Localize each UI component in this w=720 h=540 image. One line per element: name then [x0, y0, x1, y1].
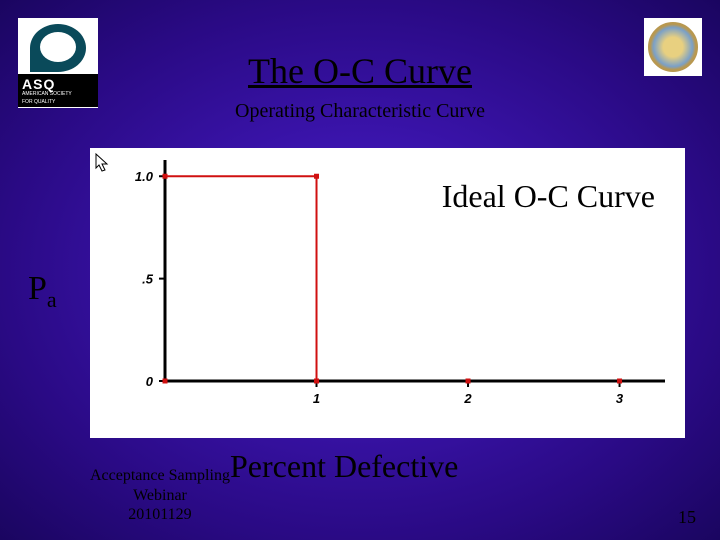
x-axis-label: Percent Defective — [230, 448, 458, 485]
svg-text:0: 0 — [146, 374, 154, 389]
slide-footer: Acceptance Sampling Webinar 20101129 — [90, 466, 230, 524]
chart-title: Ideal O-C Curve — [442, 178, 655, 215]
slide-number: 15 — [678, 507, 696, 528]
svg-text:.5: .5 — [142, 272, 154, 287]
footer-line-1: Acceptance Sampling — [90, 466, 230, 485]
svg-text:2: 2 — [463, 391, 472, 406]
svg-text:3: 3 — [616, 391, 624, 406]
svg-text:1: 1 — [313, 391, 320, 406]
y-axis-label: Pa — [28, 270, 57, 313]
y-axis-label-sub: a — [47, 287, 57, 312]
footer-line-2: Webinar — [90, 486, 230, 505]
footer-line-3: 20101129 — [90, 505, 230, 524]
svg-text:1.0: 1.0 — [135, 169, 154, 184]
y-axis-label-main: P — [28, 270, 47, 307]
slide-title: The O-C Curve — [0, 50, 720, 92]
slide-subtitle: Operating Characteristic Curve — [0, 100, 720, 123]
chart-area: 0 .5 1.0 1 2 3 Ideal O-C Curve — [90, 148, 685, 438]
